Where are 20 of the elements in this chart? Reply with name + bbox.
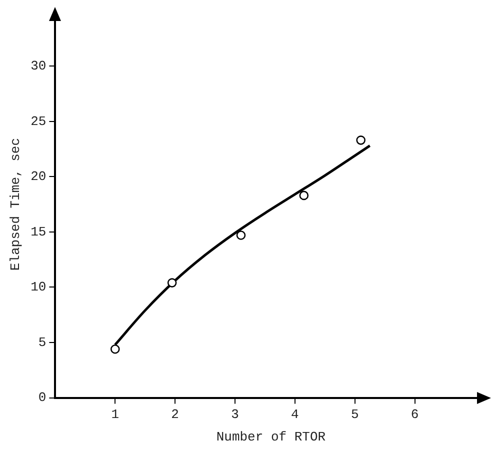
y-tick-label: 25 bbox=[30, 114, 46, 129]
point bbox=[167, 278, 177, 288]
x-tick-label: 1 bbox=[111, 407, 120, 422]
x-tick-label: 5 bbox=[350, 407, 359, 422]
y-tick-label: 10 bbox=[30, 280, 46, 295]
y-axis-title: Elapsed Time, sec bbox=[8, 138, 24, 271]
x-tick-label: 3 bbox=[231, 407, 239, 422]
point bbox=[110, 344, 120, 354]
y-tick-label: 15 bbox=[30, 224, 46, 240]
y-tick-label: 5 bbox=[38, 334, 46, 350]
point bbox=[299, 190, 309, 200]
x-tick-label: 6 bbox=[410, 407, 419, 422]
y-tick-label: 0 bbox=[38, 390, 46, 406]
point bbox=[236, 230, 246, 240]
x-tick-label: 2 bbox=[171, 407, 179, 422]
x-axis-title: Number of RTOR bbox=[216, 430, 326, 445]
y-tick-label: 30 bbox=[30, 58, 46, 74]
point bbox=[356, 136, 366, 145]
y-tick-label: 20 bbox=[30, 169, 46, 184]
x-tick-label: 4 bbox=[291, 407, 300, 422]
